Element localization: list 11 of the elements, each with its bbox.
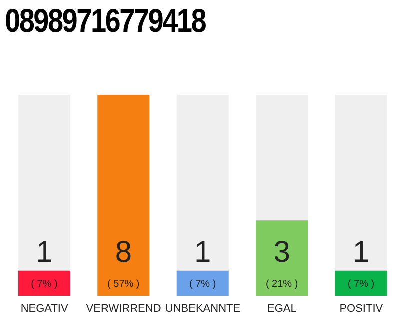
data-label: 1 ( 7% ) xyxy=(348,236,375,290)
x-tick-label: EGAL xyxy=(268,302,297,315)
data-label: 8 ( 57% ) xyxy=(108,236,140,290)
x-tick-label: NEGATIV xyxy=(20,302,69,315)
x-tick-label: POSITIV xyxy=(340,302,384,315)
data-label: 1 ( 7% ) xyxy=(31,236,58,290)
data-label: 1 ( 7% ) xyxy=(190,236,216,290)
chart-title: 08989716779418 xyxy=(5,2,206,40)
x-tick-label: VERWIRREND xyxy=(86,302,162,315)
data-label: 3 ( 21% ) xyxy=(266,236,298,290)
x-tick-label: UNBEKANNTE xyxy=(165,302,241,315)
